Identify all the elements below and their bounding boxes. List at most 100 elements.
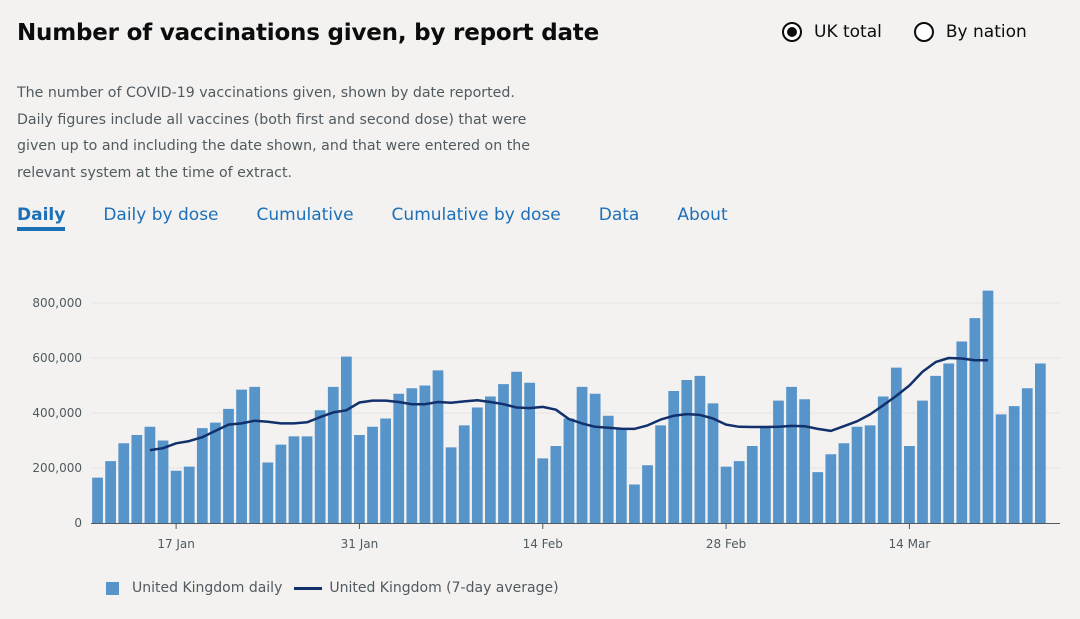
chart-legend: United Kingdom daily United Kingdom (7-d… [106,580,571,596]
bar-daily[interactable] [393,393,405,523]
line-7-day-average[interactable] [149,356,988,452]
bar-daily[interactable] [524,382,536,523]
bar-daily[interactable] [760,426,771,523]
bar-daily[interactable] [92,477,103,523]
bar-daily[interactable] [668,391,680,523]
bar-daily[interactable] [589,393,601,523]
bar-daily[interactable] [707,403,719,523]
tab-cumulative-by-dose[interactable]: Cumulative by dose [391,205,561,225]
legend-item-daily: United Kingdom daily [106,580,282,596]
bar-daily[interactable] [1034,363,1046,524]
bar-daily[interactable] [406,388,418,523]
bar-daily[interactable] [445,447,457,523]
chart-tabs: Daily Daily by dose Cumulative Cumulativ… [17,205,766,231]
x-tick-label: 31 Jan [341,537,379,551]
bar-daily[interactable] [1021,388,1033,523]
legend-line-swatch-icon [294,586,323,590]
bar-daily[interactable] [471,407,483,524]
x-tick-label: 17 Jan [157,537,195,551]
bar-daily[interactable] [681,380,693,523]
tab-daily[interactable]: Daily [17,205,66,231]
radio-label-uk-total: UK total [814,22,882,42]
bar-daily[interactable] [563,418,575,524]
bar-daily[interactable] [812,472,824,523]
tab-cumulative[interactable]: Cumulative [256,205,354,225]
bar-daily[interactable] [223,408,234,523]
bar-daily[interactable] [655,425,666,523]
bar-daily[interactable] [314,410,326,523]
legend-label-daily: United Kingdom daily [132,580,283,596]
tab-data[interactable]: Data [598,205,640,225]
bar-daily[interactable] [943,363,955,524]
radio-by-nation[interactable]: By nation [913,22,1027,42]
bar-daily[interactable] [694,375,706,523]
bar-daily[interactable] [550,446,562,523]
bar-daily[interactable] [733,461,745,523]
bar-daily[interactable] [380,418,391,524]
bar-daily[interactable] [105,461,117,523]
bar-daily[interactable] [890,367,902,523]
bar-daily[interactable] [877,396,889,524]
radio-uk-total[interactable]: UK total [782,22,882,42]
radio-unchecked-icon[interactable] [913,22,934,42]
bar-daily[interactable] [746,446,758,523]
bar-daily[interactable] [210,422,221,523]
bar-daily[interactable] [956,341,968,524]
bar-daily[interactable] [838,443,850,523]
bar-daily[interactable] [196,428,208,523]
bar-daily[interactable] [367,426,378,523]
tab-daily-by-dose[interactable]: Daily by dose [103,205,219,225]
vaccinations-chart: 0 200,000 400,000 600,000 800,000 17 Jan 31 Ja… [32,290,1060,551]
bar-daily[interactable] [982,290,994,523]
bar-daily[interactable] [236,389,247,523]
bar-daily[interactable] [118,443,130,523]
bar-daily[interactable] [144,426,156,523]
bar-daily[interactable] [419,385,431,524]
bar-daily[interactable] [432,370,444,523]
y-tick-label: 0 [74,516,82,530]
bar-daily[interactable] [642,465,653,523]
bar-daily[interactable] [157,440,169,524]
bar-daily[interactable] [576,386,588,523]
bar-daily[interactable] [930,375,941,523]
chart-description: The number of COVID-19 vaccinations give… [17,85,530,181]
bar-daily[interactable] [720,466,732,523]
bar-daily[interactable] [904,446,915,523]
bar-daily[interactable] [537,458,549,523]
bar-daily[interactable] [773,400,784,523]
bar-daily[interactable] [183,466,195,523]
bar-daily[interactable] [1008,406,1020,523]
y-tick-label: 200,000 [32,461,82,475]
bar-daily[interactable] [288,436,300,523]
bar-daily[interactable] [615,428,627,523]
bar-daily[interactable] [995,414,1007,523]
y-tick-label: 400,000 [32,406,82,420]
bar-daily[interactable] [485,396,496,524]
bar-daily[interactable] [969,318,981,523]
bar-daily[interactable] [275,444,287,523]
bar-daily[interactable] [249,386,261,523]
bar-daily[interactable] [327,386,339,523]
legend-item-average: United Kingdom (7-day average) [294,580,559,596]
bar-daily[interactable] [340,356,352,523]
bar-daily[interactable] [799,399,811,523]
radio-checked-icon[interactable] [782,22,802,42]
bar-daily[interactable] [629,484,640,524]
bar-daily[interactable] [170,470,182,523]
bar-daily[interactable] [354,435,365,523]
radio-label-by-nation: By nation [945,22,1027,42]
bar-daily[interactable] [301,436,313,523]
bar-daily[interactable] [786,386,797,523]
bar-daily[interactable] [262,462,274,524]
bar-daily[interactable] [917,400,928,523]
legend-label-average: United Kingdom (7-day average) [329,580,559,596]
bar-daily[interactable] [602,415,614,523]
bar-daily[interactable] [511,371,522,523]
bar-daily[interactable] [131,435,143,523]
bar-daily[interactable] [864,425,876,523]
bar-daily[interactable] [851,426,863,523]
bar-daily[interactable] [458,425,470,523]
bar-daily[interactable] [825,454,837,523]
bar-daily[interactable] [498,384,509,523]
tab-about[interactable]: About [677,205,728,225]
